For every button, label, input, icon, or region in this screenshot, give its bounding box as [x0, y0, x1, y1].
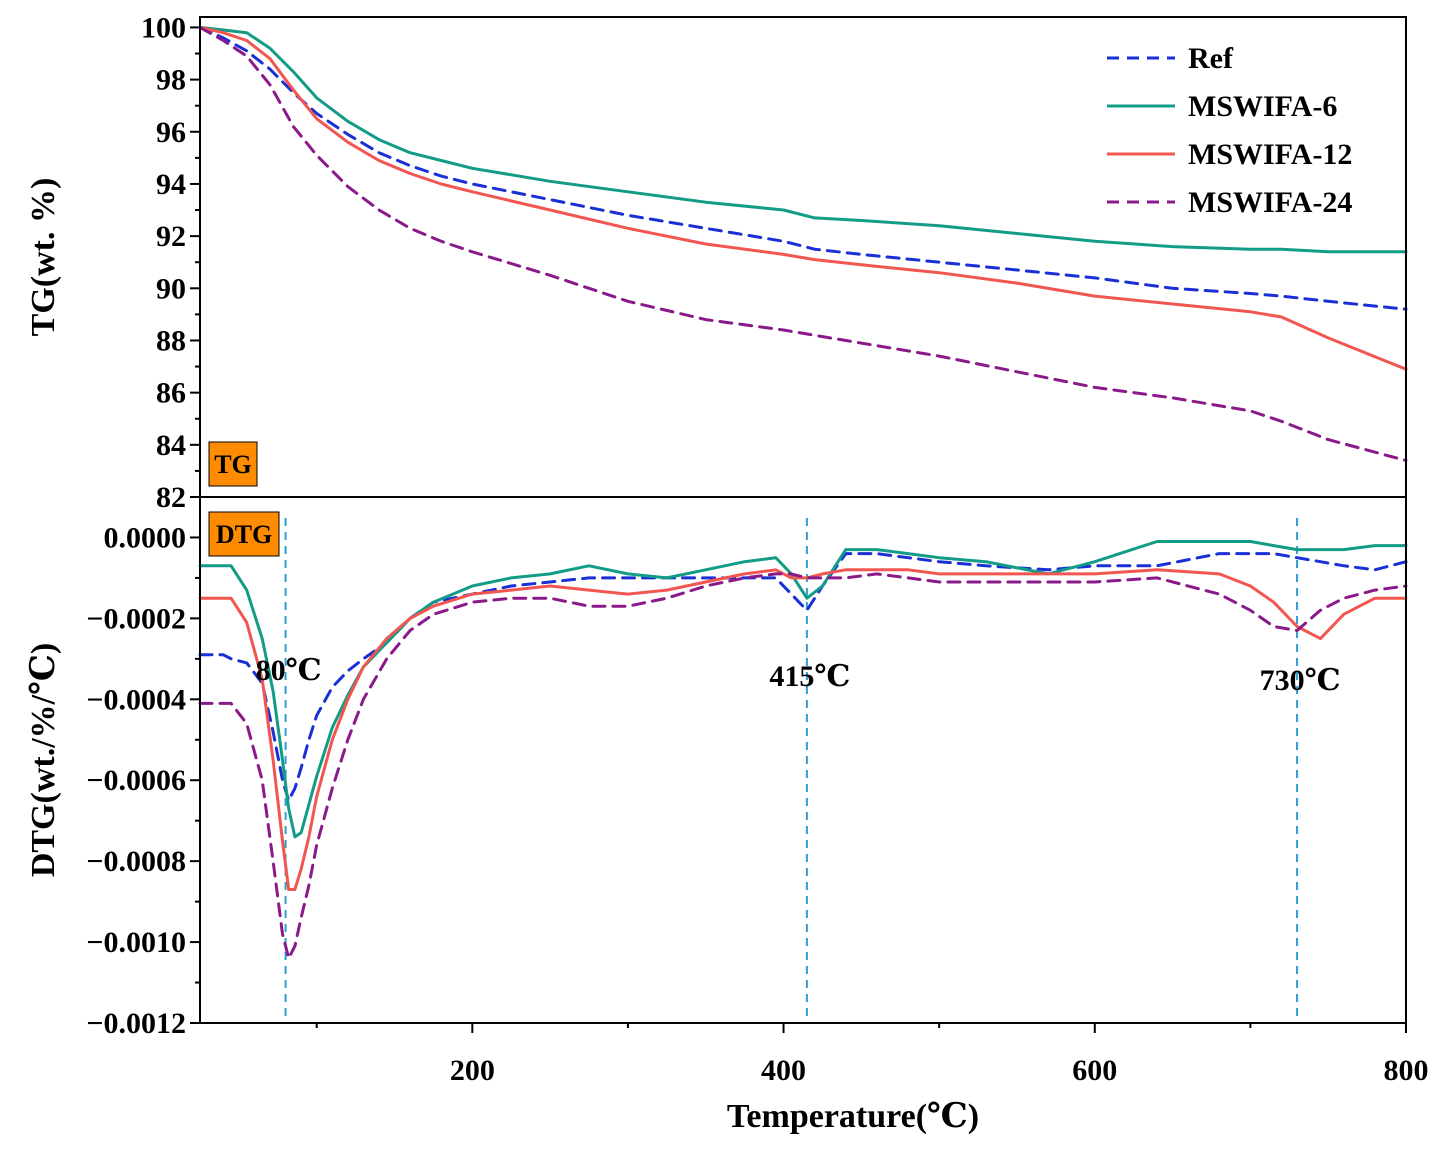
- dtg-y-tick-label: −0.0004: [86, 683, 186, 716]
- tg-series-mswifa-24: [198, 25, 1408, 462]
- dtg-y-tick-label: −0.0002: [86, 602, 186, 635]
- tg-y-tick-label: 100: [141, 11, 186, 44]
- dtg-series-mswifa-6: [198, 540, 1408, 839]
- x-axis-title: Temperature(℃): [727, 1098, 979, 1135]
- x-tick-label: 800: [1384, 1054, 1429, 1087]
- tg-y-tick-label: 82: [156, 481, 186, 514]
- x-tick-label: 200: [450, 1054, 495, 1087]
- tg-y-axis-title: TG(wt. %): [25, 178, 62, 337]
- legend-label-mswifa-24: MSWIFA-24: [1188, 186, 1352, 219]
- dtg-y-tick-label: −0.0010: [86, 926, 186, 959]
- legend: Ref MSWIFA-6 MSWIFA-12 MSWIFA-24: [1107, 42, 1352, 219]
- legend-label-mswifa-12: MSWIFA-12: [1188, 138, 1352, 171]
- dtg-series-mswifa-24: [198, 572, 1408, 960]
- tg-y-tick-label: 96: [156, 116, 186, 149]
- tg-y-tick-label: 88: [156, 324, 186, 357]
- dtg-panel: −0.0012 −0.0010 −0.0008 −0.0006 −0.0004 −0.00…: [25, 511, 1408, 1040]
- x-tick-label: 400: [761, 1054, 806, 1087]
- tg-badge: [208, 441, 258, 487]
- tg-series-ref: [198, 25, 1408, 311]
- peak-label-415: 415℃: [769, 660, 850, 693]
- tg-y-tick-label: 92: [156, 220, 186, 253]
- plot-border: [199, 16, 1407, 1024]
- tg-y-tick-label: 86: [156, 377, 186, 410]
- peak-label-80: 80℃: [256, 654, 322, 687]
- dtg-badge: [208, 511, 280, 557]
- dtg-y-tick-label: −0.0012: [86, 1007, 186, 1040]
- tg-y-tick-label: 98: [156, 64, 186, 97]
- peak-label-730: 730℃: [1260, 664, 1341, 697]
- tg-badge-label: TG: [214, 450, 252, 479]
- dtg-y-tick-label: −0.0008: [86, 845, 186, 878]
- legend-label-mswifa-6: MSWIFA-6: [1188, 90, 1337, 123]
- dtg-y-tick-label: −0.0006: [86, 764, 186, 797]
- dtg-series-mswifa-12: [198, 568, 1408, 891]
- x-tick-label: 600: [1072, 1054, 1117, 1087]
- plot-frame: [199, 16, 1407, 1024]
- tg-panel: 82 84 86 88 90 92 94 96 98 100 TG(wt. %) TG: [25, 11, 1408, 514]
- tg-series-mswifa-12: [198, 25, 1408, 371]
- dtg-series-ref: [198, 552, 1408, 802]
- dtg-y-tick-label: 0.0000: [104, 521, 187, 554]
- tg-series-mswifa-6: [198, 25, 1408, 254]
- dtg-badge-label: DTG: [216, 520, 272, 549]
- x-axis: 200 400 600 800: [315, 1023, 1429, 1087]
- tg-y-tick-label: 94: [156, 168, 186, 201]
- tg-y-tick-label: 84: [156, 429, 186, 462]
- legend-label-ref: Ref: [1188, 42, 1234, 75]
- dtg-y-axis-title: DTG(wt./%/℃): [25, 643, 62, 877]
- tg-y-tick-label: 90: [156, 272, 186, 305]
